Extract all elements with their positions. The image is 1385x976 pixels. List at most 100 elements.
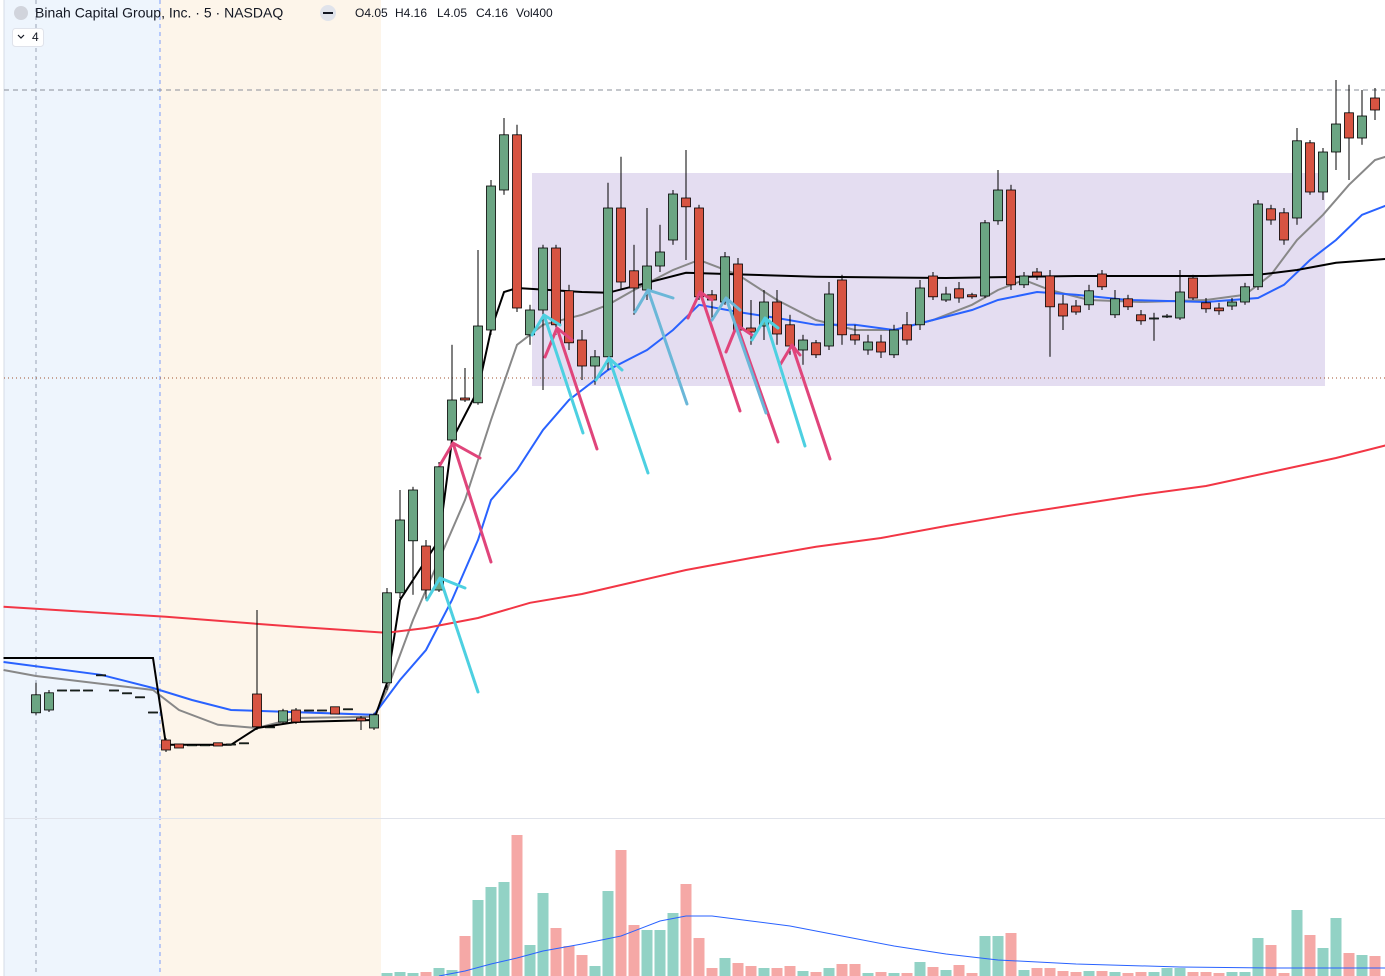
legend-low: L4.05 xyxy=(437,6,467,20)
candle-body xyxy=(512,134,522,309)
volume-bar xyxy=(1304,935,1316,976)
volume-bar xyxy=(615,850,627,976)
volume-bar xyxy=(667,913,679,976)
candle-body xyxy=(1162,315,1172,318)
candle-body xyxy=(1214,307,1224,312)
candle-body xyxy=(382,592,392,684)
candle-body xyxy=(1344,112,1354,139)
volume-bar xyxy=(1005,933,1017,976)
volume-bar xyxy=(1265,945,1277,976)
volume-bar xyxy=(1343,953,1355,976)
moving-average xyxy=(3,155,1385,730)
volume-bar xyxy=(1161,968,1173,976)
volume-bar xyxy=(771,968,783,976)
volume-bar xyxy=(433,968,445,976)
candle-body xyxy=(1331,123,1341,153)
volume-pane xyxy=(381,835,1385,976)
candle-body xyxy=(109,689,119,692)
candle-body xyxy=(603,207,613,358)
candle-body xyxy=(70,689,80,692)
moving-average xyxy=(3,444,1385,634)
candle-body xyxy=(928,275,938,298)
candle-body xyxy=(811,342,821,356)
candle-body xyxy=(473,325,483,404)
early-session xyxy=(160,0,381,976)
candles xyxy=(31,80,1380,752)
candle-body xyxy=(408,489,418,542)
volume-bar xyxy=(719,958,731,976)
volume-bar xyxy=(1096,971,1108,976)
candle-body xyxy=(694,207,704,298)
cyan-arrows xyxy=(425,288,807,694)
candle-body xyxy=(226,743,236,746)
candle-body xyxy=(44,692,54,711)
candle-body xyxy=(1240,286,1250,303)
candle-body xyxy=(1357,115,1367,139)
volume-bar xyxy=(628,925,640,976)
candle-body xyxy=(1201,302,1211,310)
arrow xyxy=(778,343,832,461)
candle-body xyxy=(187,744,197,747)
volume-bar xyxy=(1083,971,1095,976)
candle-body xyxy=(1032,271,1042,277)
candle-body xyxy=(850,334,860,341)
arrow xyxy=(750,316,807,448)
volume-bar xyxy=(576,955,588,976)
volume-bar xyxy=(641,930,653,976)
candle-body xyxy=(525,309,535,336)
volume-bar xyxy=(862,973,874,976)
volume-bar xyxy=(810,972,822,976)
candle-body xyxy=(1071,305,1081,313)
arrow xyxy=(686,290,742,413)
candle-body xyxy=(1318,151,1328,193)
volume-bar xyxy=(1200,972,1212,976)
volume-bar xyxy=(966,973,978,976)
candle-body xyxy=(57,689,67,692)
candle-body xyxy=(993,189,1003,222)
legend-volume: Vol400 xyxy=(516,6,553,20)
volume-bar xyxy=(485,887,497,976)
volume-bar xyxy=(888,973,900,976)
volume-bar xyxy=(1135,972,1147,976)
candle-body xyxy=(1123,298,1133,308)
volume-bar xyxy=(550,928,562,976)
volume-bar xyxy=(992,936,1004,976)
chevron xyxy=(17,34,25,39)
volume-bar xyxy=(1018,970,1030,976)
candle-body xyxy=(759,301,769,327)
candle-body xyxy=(83,689,93,692)
volume-bar xyxy=(1044,968,1056,976)
volume-bar xyxy=(1057,971,1069,976)
candle-body xyxy=(1006,189,1016,286)
candle-body xyxy=(720,256,730,303)
indicators-toggle[interactable] xyxy=(12,28,44,47)
candle-body xyxy=(1110,298,1120,316)
volume-bar xyxy=(901,973,913,976)
candle-body xyxy=(135,696,145,699)
candle-body xyxy=(369,714,379,729)
volume-bar xyxy=(1252,938,1264,976)
candle-body xyxy=(434,466,444,591)
volume-bar xyxy=(1239,972,1251,976)
candle-body xyxy=(564,290,574,344)
volume-bar xyxy=(1213,973,1225,976)
candle-body xyxy=(317,709,327,712)
candle-body xyxy=(577,339,587,367)
symbol-logo xyxy=(14,6,28,20)
candle-body xyxy=(343,708,353,711)
candle-body xyxy=(1019,275,1029,286)
candle-body xyxy=(1305,142,1315,193)
volume-bar xyxy=(1148,972,1160,976)
candle-body xyxy=(837,279,847,336)
candle-body xyxy=(265,726,275,729)
candle-body xyxy=(980,222,990,297)
volume-bar xyxy=(1369,956,1381,976)
candle-body xyxy=(356,717,366,722)
legend-high: H4.16 xyxy=(395,6,427,20)
arrow xyxy=(724,323,780,444)
candle-body xyxy=(148,711,158,714)
candle-body xyxy=(902,324,912,341)
volume-bar xyxy=(563,946,575,976)
